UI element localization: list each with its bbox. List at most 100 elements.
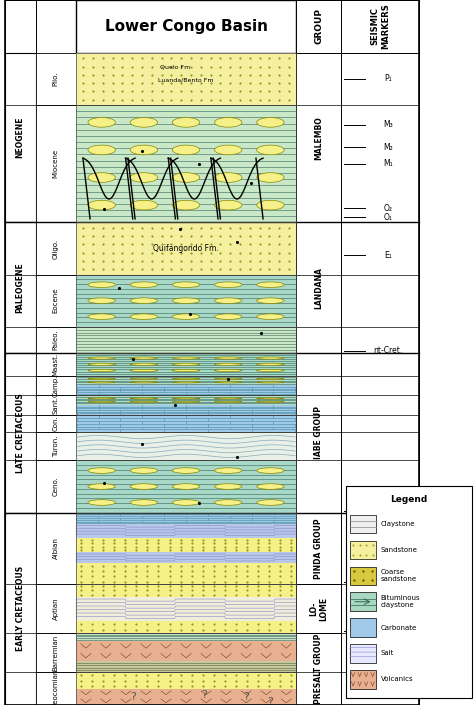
Bar <box>76 596 296 621</box>
Ellipse shape <box>88 282 115 288</box>
Text: ?: ? <box>130 692 136 702</box>
Text: NEOGENE: NEOGENE <box>16 117 25 159</box>
Bar <box>350 618 376 637</box>
Ellipse shape <box>257 282 284 288</box>
Bar <box>76 105 296 223</box>
Ellipse shape <box>130 484 157 489</box>
Bar <box>350 670 376 689</box>
Bar <box>76 563 296 584</box>
Ellipse shape <box>215 200 242 210</box>
Ellipse shape <box>130 500 157 505</box>
Text: LANDANA: LANDANA <box>314 266 323 309</box>
Ellipse shape <box>88 500 115 505</box>
Ellipse shape <box>215 118 242 127</box>
Ellipse shape <box>215 398 242 399</box>
Ellipse shape <box>88 381 115 383</box>
Ellipse shape <box>173 200 200 210</box>
Ellipse shape <box>130 398 157 399</box>
Bar <box>76 523 296 538</box>
Text: MALEMBO: MALEMBO <box>314 116 323 159</box>
Text: nb-Salt: nb-Salt <box>374 627 402 636</box>
Ellipse shape <box>173 500 200 505</box>
Ellipse shape <box>173 369 200 372</box>
Bar <box>36 673 76 705</box>
Ellipse shape <box>173 298 200 303</box>
Bar <box>76 689 296 705</box>
Bar <box>76 513 296 584</box>
Bar <box>350 592 376 611</box>
Ellipse shape <box>173 363 200 365</box>
Ellipse shape <box>130 467 157 473</box>
Bar <box>36 352 76 376</box>
Bar <box>76 432 296 460</box>
Text: ?: ? <box>201 690 207 700</box>
Ellipse shape <box>215 401 242 403</box>
Text: EARLY CRETACEOUS: EARLY CRETACEOUS <box>16 566 25 651</box>
Bar <box>76 432 296 460</box>
Bar <box>346 486 472 698</box>
Text: Sandstone: Sandstone <box>381 547 418 553</box>
Text: GROUP: GROUP <box>314 8 323 44</box>
Bar <box>76 396 296 415</box>
Text: Salt: Salt <box>381 651 394 656</box>
Ellipse shape <box>257 357 284 359</box>
Bar <box>76 376 296 386</box>
Ellipse shape <box>173 173 200 183</box>
Bar <box>76 460 296 513</box>
Ellipse shape <box>130 298 157 303</box>
Text: LO-
LOME: LO- LOME <box>309 596 328 621</box>
Ellipse shape <box>257 398 284 399</box>
Bar <box>36 0 76 53</box>
Text: Bituminous
claystone: Bituminous claystone <box>381 595 420 608</box>
Ellipse shape <box>88 314 115 319</box>
Bar <box>341 53 419 705</box>
Bar <box>76 352 296 376</box>
Bar <box>296 584 341 633</box>
Bar <box>76 396 296 405</box>
Text: nt-Alb.: nt-Alb. <box>375 506 401 515</box>
Text: O₁: O₁ <box>384 213 392 221</box>
Bar <box>76 274 296 327</box>
Text: nt-Salt: nt-Salt <box>375 578 401 587</box>
Bar <box>36 376 76 396</box>
Text: Con.: Con. <box>53 416 59 431</box>
Bar <box>76 584 296 596</box>
Text: Aptian: Aptian <box>53 598 59 620</box>
Text: Luanda/Bento Fm: Luanda/Bento Fm <box>158 78 214 82</box>
Bar <box>76 53 296 105</box>
Ellipse shape <box>215 282 242 288</box>
Bar <box>76 661 296 673</box>
Ellipse shape <box>257 467 284 473</box>
Ellipse shape <box>173 378 200 379</box>
Bar <box>36 53 76 105</box>
Ellipse shape <box>173 145 200 155</box>
Bar <box>36 633 76 673</box>
Ellipse shape <box>257 118 284 127</box>
Bar <box>296 633 341 705</box>
Bar <box>5 513 36 705</box>
Text: O₂: O₂ <box>384 204 392 213</box>
Bar <box>76 633 296 641</box>
Ellipse shape <box>257 314 284 319</box>
Text: Neocomian: Neocomian <box>53 669 59 705</box>
Bar <box>5 0 419 705</box>
Text: Albian: Albian <box>53 537 59 560</box>
Ellipse shape <box>130 200 157 210</box>
Ellipse shape <box>88 378 115 379</box>
Ellipse shape <box>130 401 157 403</box>
Bar <box>76 633 296 673</box>
Text: Legend: Legend <box>390 495 428 503</box>
Ellipse shape <box>88 118 115 127</box>
Ellipse shape <box>173 314 200 319</box>
Text: Maast.: Maast. <box>53 352 59 376</box>
Ellipse shape <box>130 145 157 155</box>
Bar <box>341 0 419 53</box>
Text: ?: ? <box>267 697 273 705</box>
Ellipse shape <box>215 357 242 359</box>
Text: Coarse
sandstone: Coarse sandstone <box>381 570 417 582</box>
Ellipse shape <box>173 484 200 489</box>
Text: PINDA GROUP: PINDA GROUP <box>314 518 323 579</box>
Bar <box>36 415 76 432</box>
Ellipse shape <box>215 381 242 383</box>
Ellipse shape <box>215 314 242 319</box>
